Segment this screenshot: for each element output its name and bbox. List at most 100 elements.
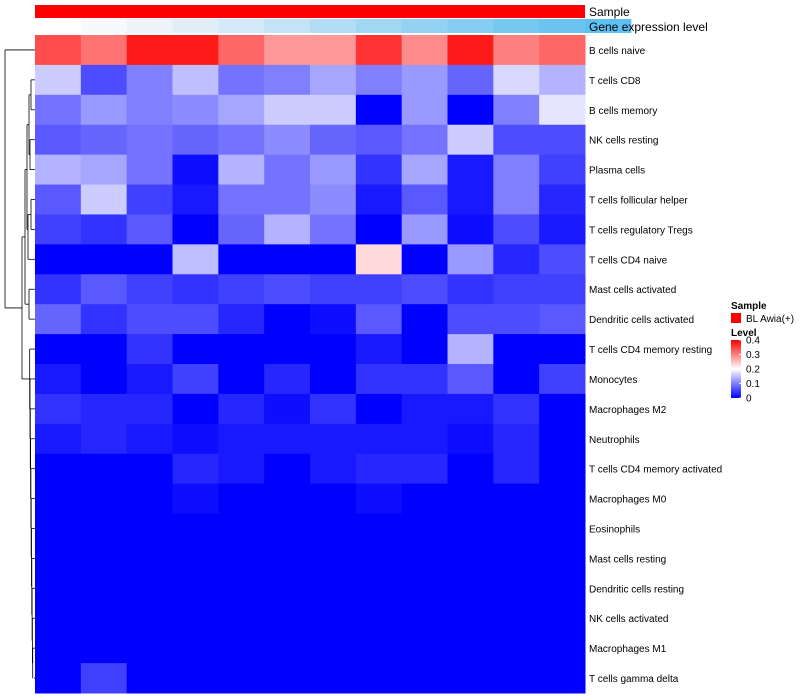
heatmap-cell [264,244,311,275]
heatmap-cell [539,334,586,365]
heatmap-cell [80,244,128,275]
heatmap-cell [310,124,357,156]
heatmap-cell [401,603,448,634]
heatmap-cell [355,543,403,574]
heatmap-cell [172,573,219,604]
heatmap-cells [35,35,586,694]
heatmap-cell [447,124,494,156]
expression-track-cell [310,19,357,33]
heatmap-cell [264,573,311,604]
heatmap-cell [35,543,82,574]
heatmap-cell [218,603,265,634]
legend-tick-label: 0.1 [746,379,760,390]
heatmap-cell [218,393,265,425]
heatmap-cell [80,184,128,215]
heatmap-cell [447,214,494,245]
heatmap-cell [218,64,265,96]
heatmap-cell [401,94,448,126]
heatmap-cell [218,573,265,604]
heatmap-cell [126,244,173,275]
heatmap-cell [493,124,540,156]
heatmap-cell [539,364,586,395]
heatmap-cell [539,573,586,604]
heatmap-cell [172,423,219,455]
heatmap-cell [447,364,494,395]
heatmap-cell [264,663,311,694]
heatmap-cell [310,244,357,275]
heatmap-cell [264,94,311,126]
expression-track-cell [264,19,311,33]
heatmap-cell [80,124,128,156]
heatmap-cell [80,64,128,96]
heatmap-cell [401,633,448,664]
heatmap-cell [401,663,448,694]
row-label: Mast cells activated [589,285,676,296]
heatmap-cell [539,94,586,126]
heatmap-cell [447,603,494,634]
heatmap-cell [493,633,540,664]
expression-track-cell [493,19,540,33]
legend-sample-swatch [731,313,741,323]
heatmap-cell [172,483,219,515]
row-label: Monocytes [589,375,637,386]
heatmap-cell [401,35,448,66]
heatmap-cell [310,453,357,485]
heatmap-cell [126,543,173,574]
heatmap-cell [264,154,311,186]
expression-track-cell [355,19,403,33]
row-label: Neutrophils [589,435,640,446]
heatmap-cell [126,184,173,215]
heatmap-cell [493,334,540,365]
heatmap-cell [355,663,403,694]
heatmap-cell [355,304,403,335]
heatmap-cell [126,423,173,455]
heatmap-cell [447,453,494,485]
heatmap-cell [355,244,403,275]
heatmap-cell [80,453,128,485]
heatmap-cell [493,423,540,455]
heatmap-cell [80,154,128,186]
heatmap-cell [447,154,494,186]
heatmap-cell [355,334,403,365]
heatmap-cell [126,154,173,186]
heatmap-cell [355,64,403,96]
heatmap-cell [264,423,311,455]
heatmap-cell [264,633,311,664]
heatmap-cell [264,35,311,66]
heatmap-cell [218,453,265,485]
heatmap-cell [80,603,128,634]
heatmap-cell [539,304,586,335]
heatmap-cell [310,603,357,634]
heatmap-cell [447,513,494,544]
heatmap-cell [355,154,403,186]
row-label: Macrophages M2 [589,405,667,416]
heatmap-cell [355,483,403,515]
row-label: T cells CD8 [589,76,641,87]
heatmap-cell [264,334,311,365]
heatmap-cell [355,124,403,156]
heatmap-cell [126,364,173,395]
expression-track-cell [126,19,173,33]
heatmap-cell [35,184,82,215]
heatmap-cell [35,393,82,425]
heatmap-cell [35,244,82,275]
heatmap-cell [355,423,403,455]
heatmap-cell [493,244,540,275]
heatmap-cell [355,214,403,245]
legend: Sample BL Awia(+) Level 0.4 0.3 0.2 0.1 0 [731,301,794,405]
legend-color-bar [731,340,741,398]
heatmap-cell [539,633,586,664]
heatmap-cell [539,184,586,215]
row-label: T cells follicular helper [589,196,688,207]
heatmap-cell [80,364,128,395]
heatmap-cell [539,663,586,694]
heatmap-cell [539,64,586,96]
heatmap-cell [218,35,265,66]
heatmap-cell [126,274,173,305]
heatmap-cell [126,334,173,365]
heatmap-cell [447,304,494,335]
heatmap-cell [264,483,311,515]
heatmap-cell [310,393,357,425]
heatmap-cell [264,304,311,335]
heatmap-cell [310,304,357,335]
